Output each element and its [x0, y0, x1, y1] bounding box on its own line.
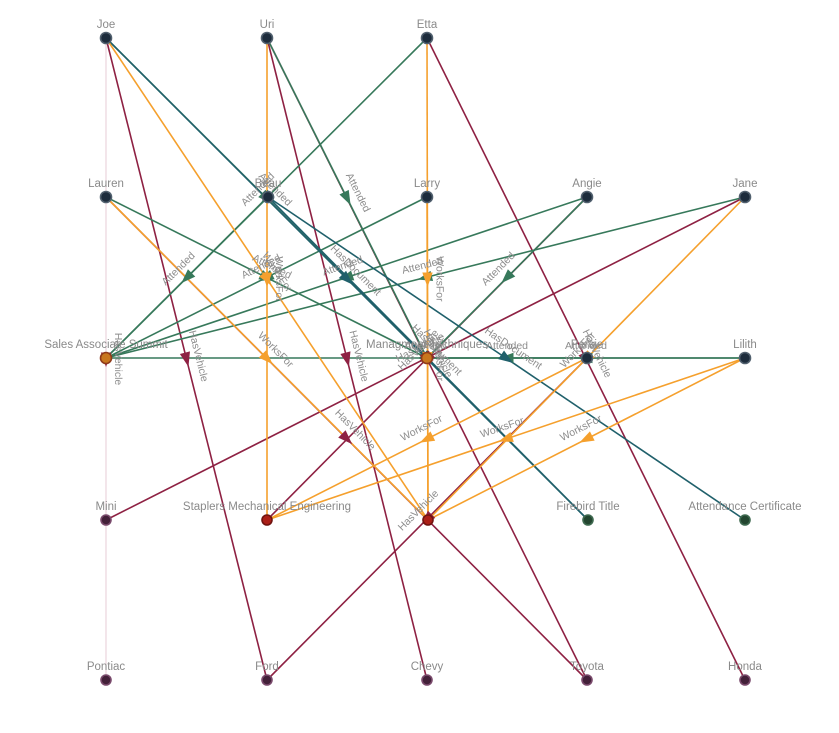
edge-arrow-uri-staplers [261, 272, 273, 287]
node-label-larry: Larry [414, 178, 440, 190]
edge-arrow-lilith-staplers [498, 431, 514, 442]
edge-arrow-persie-staplers [419, 431, 436, 443]
node-label-beau: Beau [255, 178, 282, 190]
edge-arrow-lauren-toyota [338, 430, 353, 445]
edge-label-joe-pontiac: HasVehicle [112, 333, 124, 386]
node-label-certificate: Attendance Certificate [688, 501, 801, 513]
edge-label-lilith-mt: Attended [565, 340, 607, 352]
node-etta[interactable] [420, 31, 434, 45]
node-label-etta: Etta [417, 19, 438, 31]
node-jane[interactable] [738, 190, 752, 204]
node-uri[interactable] [260, 31, 274, 45]
edge-arrow-joe-ford [179, 351, 190, 367]
node-label-mt: Managment Techniques [366, 339, 488, 351]
node-label-toyota: Toyota [570, 661, 604, 673]
node-labels-layer: Joe Uri Etta Lauren Beau Larry Angie Jane Sales … [44, 19, 801, 673]
node-lilith[interactable] [738, 351, 752, 365]
edge-label-lauren-company2: WorksFor [255, 330, 296, 371]
edge-arrow-uri-chevy [340, 351, 351, 367]
node-label-joe: Joe [97, 19, 116, 31]
node-label-mini: Mini [95, 501, 116, 513]
edge-arrow-beau-sas [181, 269, 196, 284]
edge-label-persie-mt: Attended [486, 340, 528, 352]
node-staplers[interactable] [261, 514, 273, 526]
edge-arrow-beau-certificate [498, 350, 514, 363]
edge-label-joe-ford: HasVehicle [186, 329, 210, 383]
node-joe[interactable] [99, 31, 113, 45]
node-label-chevy: Chevy [411, 661, 444, 673]
edge-arrow-lilith-company2 [579, 431, 595, 443]
node-label-sas: Sales Associate Summit [44, 339, 168, 351]
node-firebird[interactable] [582, 514, 594, 526]
node-label-lilith: Lilith [733, 339, 757, 351]
node-honda[interactable] [739, 674, 751, 686]
node-toyota[interactable] [581, 674, 593, 686]
node-label-pontiac: Pontiac [87, 661, 126, 673]
edge-label-lilith-company2: WorksFor [558, 412, 604, 444]
node-chevy[interactable] [421, 674, 433, 686]
edge-label-uri-staplers: WorksFor [273, 256, 285, 302]
node-certificate[interactable] [739, 514, 751, 526]
edge-label-angie-mt: Attended [479, 250, 517, 288]
node-label-honda: Honda [728, 661, 762, 673]
node-larry[interactable] [420, 190, 434, 204]
edge-label-lilith-sas: Attended [404, 340, 446, 352]
node-mini[interactable] [100, 514, 112, 526]
edge-arrow-joe-firebird [338, 270, 353, 285]
node-label-angie: Angie [572, 178, 601, 190]
edge-arrow-uri-mt [339, 189, 351, 206]
node-angie[interactable] [580, 190, 594, 204]
edge-arrow-etta-company2 [422, 272, 433, 287]
node-label-jane: Jane [733, 178, 758, 190]
node-mt[interactable] [420, 351, 434, 365]
node-company2[interactable] [422, 514, 434, 526]
edge-label-etta-company2: WorksFor [433, 256, 445, 302]
nodes-layer [99, 31, 752, 686]
node-label-persie: Persie [571, 339, 604, 351]
node-ford[interactable] [261, 674, 273, 686]
node-label-lauren: Lauren [88, 178, 124, 190]
node-pontiac[interactable] [100, 674, 112, 686]
node-label-firebird: Firebird Title [556, 501, 619, 513]
edge-arrow-angie-mt [501, 269, 516, 284]
edge-label-uri-chevy: HasVehicle [346, 329, 370, 383]
edge-arrow-lauren-company2 [258, 350, 273, 365]
node-lauren[interactable] [99, 190, 113, 204]
edge-label-larry-company2: WorksFor [433, 336, 445, 382]
node-sas[interactable] [99, 351, 113, 365]
node-label-ford: Ford [255, 661, 279, 673]
node-persie[interactable] [580, 351, 594, 365]
node-label-uri: Uri [260, 19, 275, 31]
node-beau[interactable] [261, 190, 275, 204]
node-label-staplers: Staplers Mechanical Engineering [183, 501, 351, 513]
edge-label-persie-staplers: WorksFor [399, 412, 445, 443]
